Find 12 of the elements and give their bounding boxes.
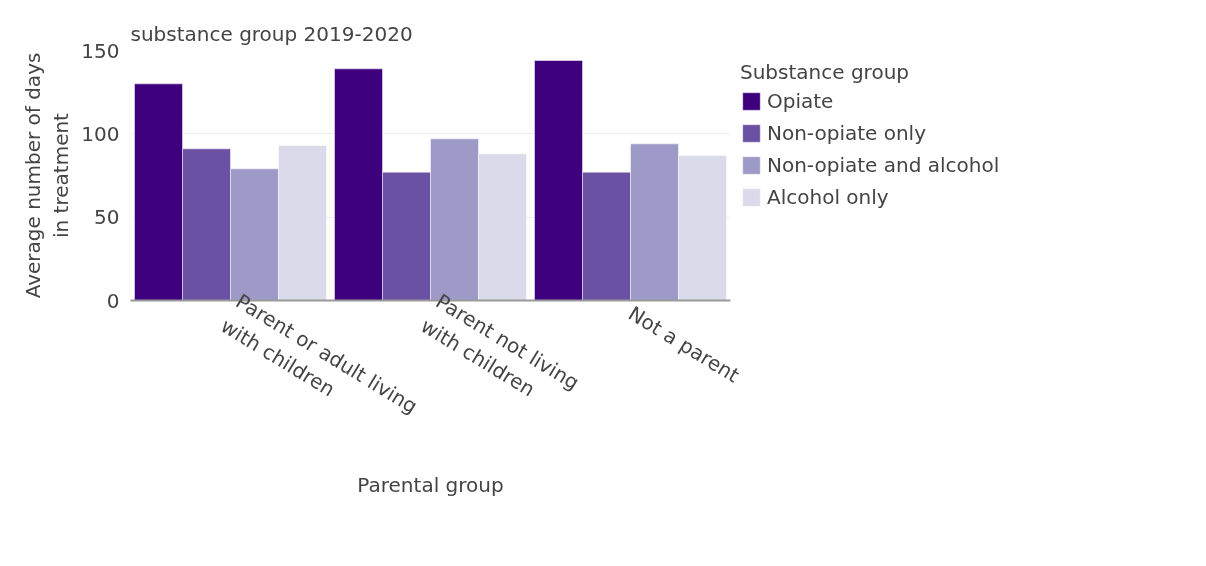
legend-title: Substance group [740,60,910,84]
legend-label: Opiate [767,89,834,113]
y-tick-label: 150 [81,38,120,63]
legend-label: Alcohol only [767,185,889,209]
legend-label: Non-opiate only [767,121,927,145]
y-axis-title: Average number of days in treatment [20,52,74,299]
x-axis-title: Parental group [357,473,504,498]
y-tick-label: 50 [94,205,120,230]
legend-label: Non-opiate and alcohol [767,153,1000,177]
y-tick-label: 0 [106,288,120,313]
y-tick-label: 100 [81,121,120,146]
chart-title: substance group 2019-2020 [130,21,413,46]
